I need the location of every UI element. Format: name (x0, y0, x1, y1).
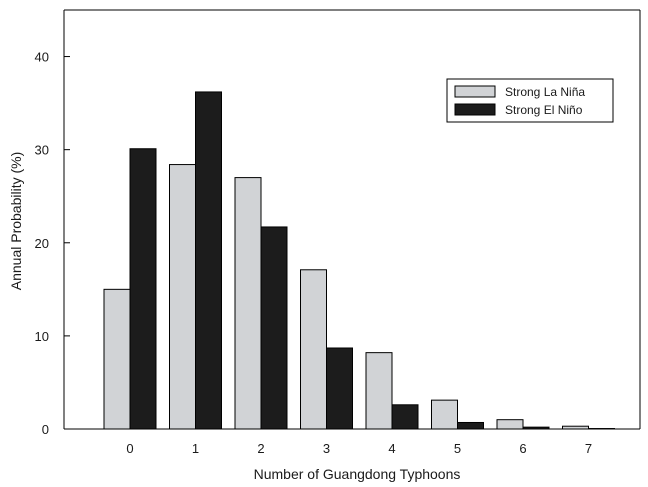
y-axis-title: Annual Probability (%) (8, 152, 24, 291)
bar-la-nina-0 (103, 288, 131, 430)
legend-swatch-la-nina (454, 85, 496, 98)
y-tick-label-10: 10 (35, 329, 49, 344)
bar-la-nina-3 (300, 269, 327, 430)
bar-el-nino-6 (522, 426, 550, 430)
x-tick-label-1: 1 (192, 441, 199, 456)
x-tick-label-7: 7 (585, 441, 592, 456)
bar-la-nina-6 (496, 419, 524, 430)
y-tick-label-0: 0 (42, 422, 49, 437)
legend-label-la-nina: Strong La Niña (505, 85, 585, 99)
x-ticks-group: 0 1 2 3 4 5 6 7 (126, 441, 592, 456)
x-tick-label-4: 4 (388, 441, 395, 456)
y-tick-label-30: 30 (35, 143, 49, 158)
bar-la-nina-5 (431, 399, 458, 430)
bar-la-nina-1 (169, 164, 196, 430)
x-tick-label-0: 0 (126, 441, 133, 456)
legend: Strong La Niña Strong El Niño (446, 78, 614, 123)
bar-la-nina-7 (562, 425, 589, 430)
x-tick-label-5: 5 (454, 441, 461, 456)
x-tick-label-2: 2 (257, 441, 264, 456)
y-tick-label-20: 20 (35, 236, 49, 251)
bar-el-nino-3 (326, 347, 353, 430)
y-tick-label-40: 40 (35, 50, 49, 65)
x-tick-label-3: 3 (323, 441, 330, 456)
bar-el-nino-4 (391, 404, 419, 430)
bar-el-nino-5 (457, 421, 484, 430)
bar-el-nino-0 (129, 148, 157, 430)
legend-label-el-nino: Strong El Niño (505, 103, 583, 117)
bar-la-nina-4 (365, 352, 393, 430)
bar-el-nino-2 (260, 226, 288, 430)
bar-el-nino-1 (195, 91, 222, 430)
bar-la-nina-2 (234, 177, 262, 430)
legend-swatch-el-nino (454, 103, 496, 116)
x-tick-label-6: 6 (519, 441, 526, 456)
bars-group (103, 91, 615, 430)
y-ticks-group: 0 10 20 30 40 (35, 50, 70, 437)
x-axis-title: Number of Guangdong Typhoons (254, 466, 461, 482)
